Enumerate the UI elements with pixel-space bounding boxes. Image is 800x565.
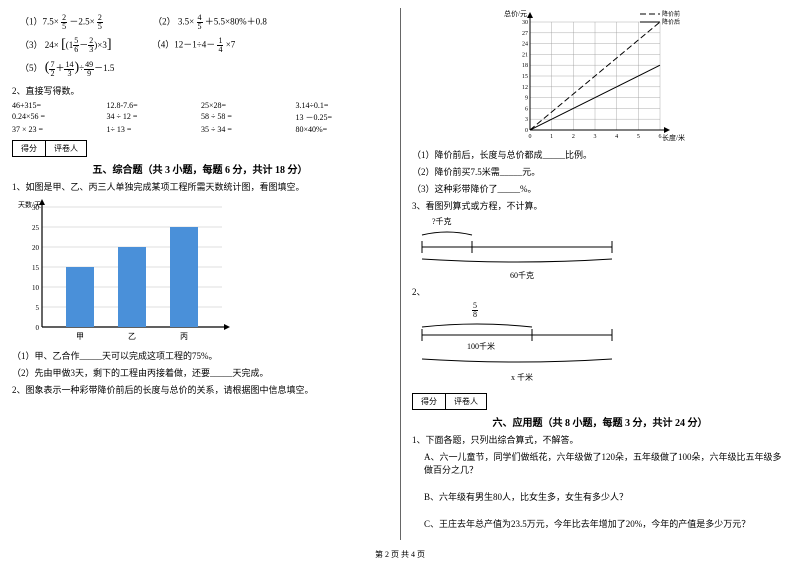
svg-text:21: 21 [522,52,528,58]
svg-text:25: 25 [32,224,40,232]
sec5-q2: 2、图象表示一种彩带降价前后的长度与总价的关系，请根据图中信息填空。 [12,383,388,396]
svg-text:9: 9 [525,96,528,102]
svg-text:20: 20 [32,244,40,252]
svg-text:0: 0 [36,324,40,332]
sec6-q1: 1、下面各题，只列出综合算式，不解答。 [412,433,788,446]
svg-text:天数/天: 天数/天 [18,200,41,209]
svg-text:12: 12 [522,85,528,91]
svg-text:降价后: 降价后 [662,18,680,26]
q1-pre: （1）7.5× [20,17,59,27]
svg-text:24: 24 [522,42,528,48]
sec6-a: A、六一儿童节，同学们做纸花，六年级做了120朵，五年级做了100朵，六年级比五… [424,450,788,476]
svg-text:1: 1 [550,134,553,140]
svg-text:甲: 甲 [76,332,84,341]
fill-b: （2）降价前买7.5米需_____元。 [412,165,788,178]
svg-text:0: 0 [529,134,532,140]
q3-title: 3、看图列算式或方程，不计算。 [412,199,788,212]
svg-text:5: 5 [637,134,640,140]
diagram-1: ?千克 列式： 60千克 [412,216,788,281]
svg-text:乙: 乙 [128,332,136,341]
section6-title: 六、应用题（共 8 小题，每题 3 分，共计 24 分） [412,414,788,429]
sec5-q1a: （1）甲、乙合作_____天可以完成这项工程的75%。 [12,349,388,362]
svg-text:30: 30 [522,20,528,26]
svg-text:10: 10 [32,284,40,292]
direct-grid: 46+315=12.8-7.6=25×28=3.14÷0.1= 0.24×56 … [12,101,388,134]
svg-text:4: 4 [615,134,618,140]
svg-text:15: 15 [522,74,528,80]
sec6-b: B、六年级有男生80人，比女生多，女生有多少人？ [424,490,788,503]
svg-text:6: 6 [525,106,528,112]
svg-text:长度/米: 长度/米 [662,133,685,142]
svg-text:3: 3 [525,117,528,123]
sec5-q1b: （2）先由甲做3天，剩下的工程由丙接着做，还要_____天完成。 [12,366,388,379]
svg-text:27: 27 [522,31,528,37]
fill-c: （3）这种彩带降价了_____%。 [412,182,788,195]
svg-text:总价/元: 总价/元 [504,9,527,18]
svg-text:3: 3 [594,134,597,140]
right-column: 0369121518212427300123456总价/元长度/米降价前降价后 … [400,0,800,540]
section5-title: 五、综合题（共 3 小题，每题 6 分，共计 18 分） [12,161,388,176]
svg-text:丙: 丙 [180,332,188,341]
direct-title: 2、直接写得数。 [12,84,388,97]
svg-text:5: 5 [36,304,40,312]
calc-q1: （1）7.5× 25 －2.5× 25 [20,14,103,31]
svg-text:降价前: 降价前 [662,10,680,18]
page-footer: 第 2 页 共 4 页 [0,549,800,560]
bar-chart: 051015202530天数/天甲乙丙 [12,197,232,347]
diagram-2: 58 100千米 列式： x 千米 [412,302,788,383]
line-chart: 0369121518212427300123456总价/元长度/米降价前降价后 [500,8,700,148]
sec6-c: C、王庄去年总产值为23.5万元，今年比去年增加了20%，今年的产值是多少万元？ [424,517,788,530]
svg-text:2: 2 [572,134,575,140]
sec5-q1: 1、如图是甲、乙、丙三人单独完成某项工程所需天数统计图，看图填空。 [12,180,388,193]
calc-q4: （4）12－1÷4－ 14 ×7 [152,37,236,54]
column-separator [400,8,401,540]
score-box: 得分评卷人 [12,140,87,157]
left-column: （1）7.5× 25 －2.5× 25 （2） 3.5× 45 ＋5.5×80%… [0,0,400,540]
svg-text:18: 18 [522,63,528,69]
q3-n2: 2、 [412,285,788,298]
svg-text:100千米: 100千米 [467,341,495,351]
calc-q2: （2） 3.5× 45 ＋5.5×80%＋0.8 [153,14,267,31]
calc-q5: （5） (72＋143)÷499－1.5 [20,60,114,77]
fill-a: （1）降价前后，长度与总价都成_____比例。 [412,148,788,161]
calc-q3: （3） 24× [(156－23)×3] [20,37,112,54]
score-box-2: 得分评卷人 [412,393,487,410]
svg-text:15: 15 [32,264,40,272]
